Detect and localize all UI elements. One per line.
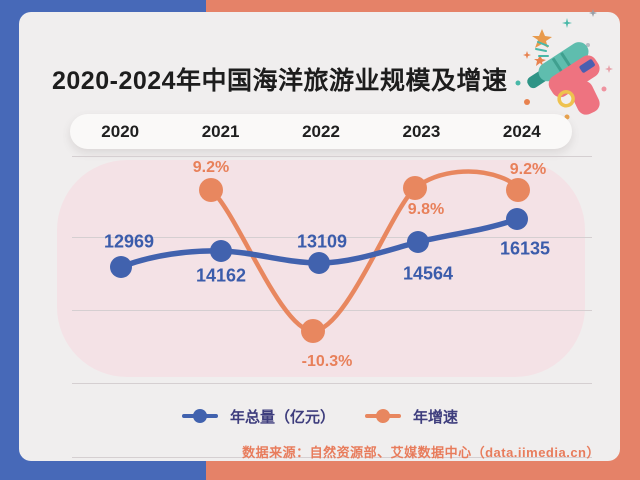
data-label-growth-2022: -10.3%	[301, 353, 353, 370]
data-label-total-2022: 13109	[296, 231, 348, 252]
chart-legend: 年总量（亿元） 年增速	[0, 403, 640, 429]
data-label-total-2023: 14564	[402, 263, 454, 284]
data-label-total-2020: 12969	[103, 231, 155, 252]
gridline-1	[72, 156, 592, 157]
total-volume-points	[110, 208, 528, 278]
x-tick-2024: 2024	[502, 121, 541, 141]
gridline-5	[72, 457, 592, 458]
growth-rate-points	[199, 176, 530, 343]
data-label-total-2024: 16135	[499, 238, 551, 259]
gridline-3	[72, 310, 592, 311]
data-label-growth-2021: 9.2%	[192, 159, 230, 176]
x-tick-2020: 2020	[101, 121, 140, 141]
data-label-growth-2024: 9.2%	[509, 161, 547, 178]
gridline-4	[72, 383, 592, 384]
gridline-2	[72, 237, 592, 238]
growth-rate-line	[208, 169, 521, 334]
page-title: 2020-2024年中国海洋旅游业规模及增速	[52, 67, 508, 95]
legend-item-growth: 年增速	[365, 406, 458, 427]
x-axis-year-bar: 2020 2021 2022 2023 2024	[70, 114, 572, 149]
data-source-note: 数据来源：自然资源部、艾媒数据中心（data.iimedia.cn）	[242, 445, 600, 460]
water-gun-icon	[505, 5, 627, 123]
x-tick-2021: 2021	[201, 121, 240, 141]
data-label-total-2021: 14162	[195, 265, 247, 286]
legend-marker-growth-icon	[365, 409, 401, 423]
legend-item-total: 年总量（亿元）	[181, 406, 335, 427]
legend-label-growth: 年增速	[413, 408, 459, 426]
x-tick-2022: 2022	[302, 121, 340, 141]
x-tick-2023: 2023	[402, 121, 441, 141]
legend-label-total: 年总量（亿元）	[229, 408, 335, 426]
legend-marker-total-icon	[181, 409, 218, 423]
data-label-growth-2023: 9.8%	[407, 201, 445, 218]
